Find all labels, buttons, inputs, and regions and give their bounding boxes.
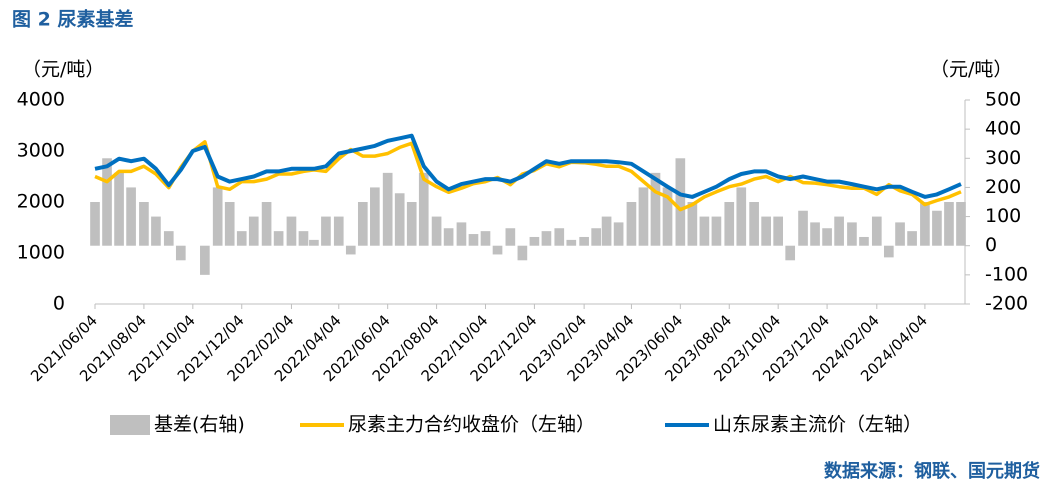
basis-bar: [601, 216, 612, 246]
basis-bar: [443, 228, 454, 246]
basis-bar: [859, 236, 869, 246]
basis-bar: [394, 193, 405, 246]
basis-bar: [785, 245, 796, 261]
basis-bar: [579, 236, 589, 246]
basis-bar: [932, 210, 942, 246]
basis-bar: [333, 216, 344, 246]
basis-bar: [566, 239, 577, 246]
basis-bar: [529, 236, 540, 246]
y-tick-label: 0: [53, 293, 65, 315]
basis-bar: [505, 228, 516, 246]
basis-bar: [151, 216, 161, 246]
legend-label: 尿素主力合约收盘价（左轴）: [348, 414, 595, 436]
basis-bar: [418, 172, 429, 246]
y-tick-label: 1000: [17, 242, 65, 264]
basis-bar: [895, 222, 905, 246]
basis-bar: [834, 216, 844, 246]
basis-bar: [468, 234, 479, 246]
basis-bar: [736, 187, 747, 246]
legend-swatch: [110, 415, 150, 435]
y2-axis-label: （元/吨）: [930, 59, 1012, 81]
basis-bar: [90, 202, 100, 246]
basis-bar: [139, 202, 149, 246]
basis-bar: [212, 187, 223, 246]
basis-bar: [687, 202, 698, 246]
basis-bar: [907, 231, 917, 246]
basis-bar: [298, 231, 309, 246]
y-tick-label: 4000: [17, 89, 65, 111]
y2-tick-label: 500: [985, 89, 1021, 111]
basis-bar: [261, 202, 272, 246]
basis-bar: [286, 216, 297, 246]
basis-bar: [175, 245, 186, 261]
basis-bar: [224, 202, 235, 246]
basis-bar: [102, 158, 112, 246]
basis-bar: [650, 172, 661, 246]
basis-bar: [871, 216, 882, 246]
y-tick-label: 2000: [17, 191, 65, 213]
basis-bar: [309, 239, 319, 246]
basis-bar: [370, 187, 380, 246]
basis-bar: [126, 187, 136, 246]
y2-tick-label: 300: [985, 147, 1021, 169]
chart-title: 图 2 尿素基差: [12, 8, 133, 31]
basis-bar: [248, 216, 259, 246]
basis-bar: [480, 231, 491, 246]
y-axis-label: （元/吨）: [22, 59, 104, 81]
y2-tick-label: -200: [985, 293, 1028, 315]
basis-bar: [541, 231, 552, 246]
basis-bar: [883, 245, 894, 258]
basis-bar: [163, 231, 174, 246]
basis-bar: [773, 216, 784, 246]
basis-bar: [382, 172, 393, 246]
y2-tick-label: 100: [985, 205, 1021, 227]
basis-bar: [406, 202, 417, 246]
basis-bar: [591, 228, 601, 246]
basis-bar: [699, 216, 710, 246]
basis-bar: [431, 216, 442, 246]
y2-tick-label: -100: [985, 263, 1028, 285]
basis-bar: [847, 222, 857, 246]
legend-label: 基差(右轴): [154, 414, 245, 436]
price-line: [94, 133, 962, 199]
basis-bar: [675, 158, 686, 246]
price-line: [94, 140, 962, 212]
basis-bar: [273, 231, 284, 246]
basis-bar: [822, 228, 832, 246]
y2-tick-label: 400: [985, 118, 1021, 140]
basis-bar: [956, 202, 966, 246]
y2-tick-label: 200: [985, 176, 1021, 198]
basis-bar: [554, 228, 565, 246]
basis-bar: [517, 245, 528, 261]
legend-label: 山东尿素主流价（左轴）: [713, 414, 922, 436]
basis-bar: [711, 216, 722, 246]
basis-bar: [761, 216, 771, 246]
basis-bar: [492, 245, 503, 255]
basis-bar: [200, 245, 210, 275]
basis-bar: [114, 172, 124, 246]
basis-bar: [357, 202, 368, 246]
basis-bar: [662, 187, 673, 246]
basis-bar: [944, 202, 954, 246]
basis-bar: [321, 216, 331, 246]
basis-bar: [920, 202, 930, 246]
basis-bar: [810, 222, 820, 246]
source: 数据来源：钢联、国元期货: [824, 460, 1040, 482]
basis-bar: [638, 187, 649, 246]
basis-bar: [724, 202, 735, 246]
basis-bar: [345, 245, 356, 255]
basis-bar: [626, 202, 637, 246]
basis-bar: [236, 231, 247, 246]
basis-bar: [613, 222, 624, 246]
basis-bar: [456, 222, 467, 246]
basis-bar: [749, 202, 759, 246]
y2-tick-label: 0: [985, 234, 997, 256]
y-tick-label: 3000: [17, 140, 65, 162]
basis-bar: [798, 210, 808, 246]
